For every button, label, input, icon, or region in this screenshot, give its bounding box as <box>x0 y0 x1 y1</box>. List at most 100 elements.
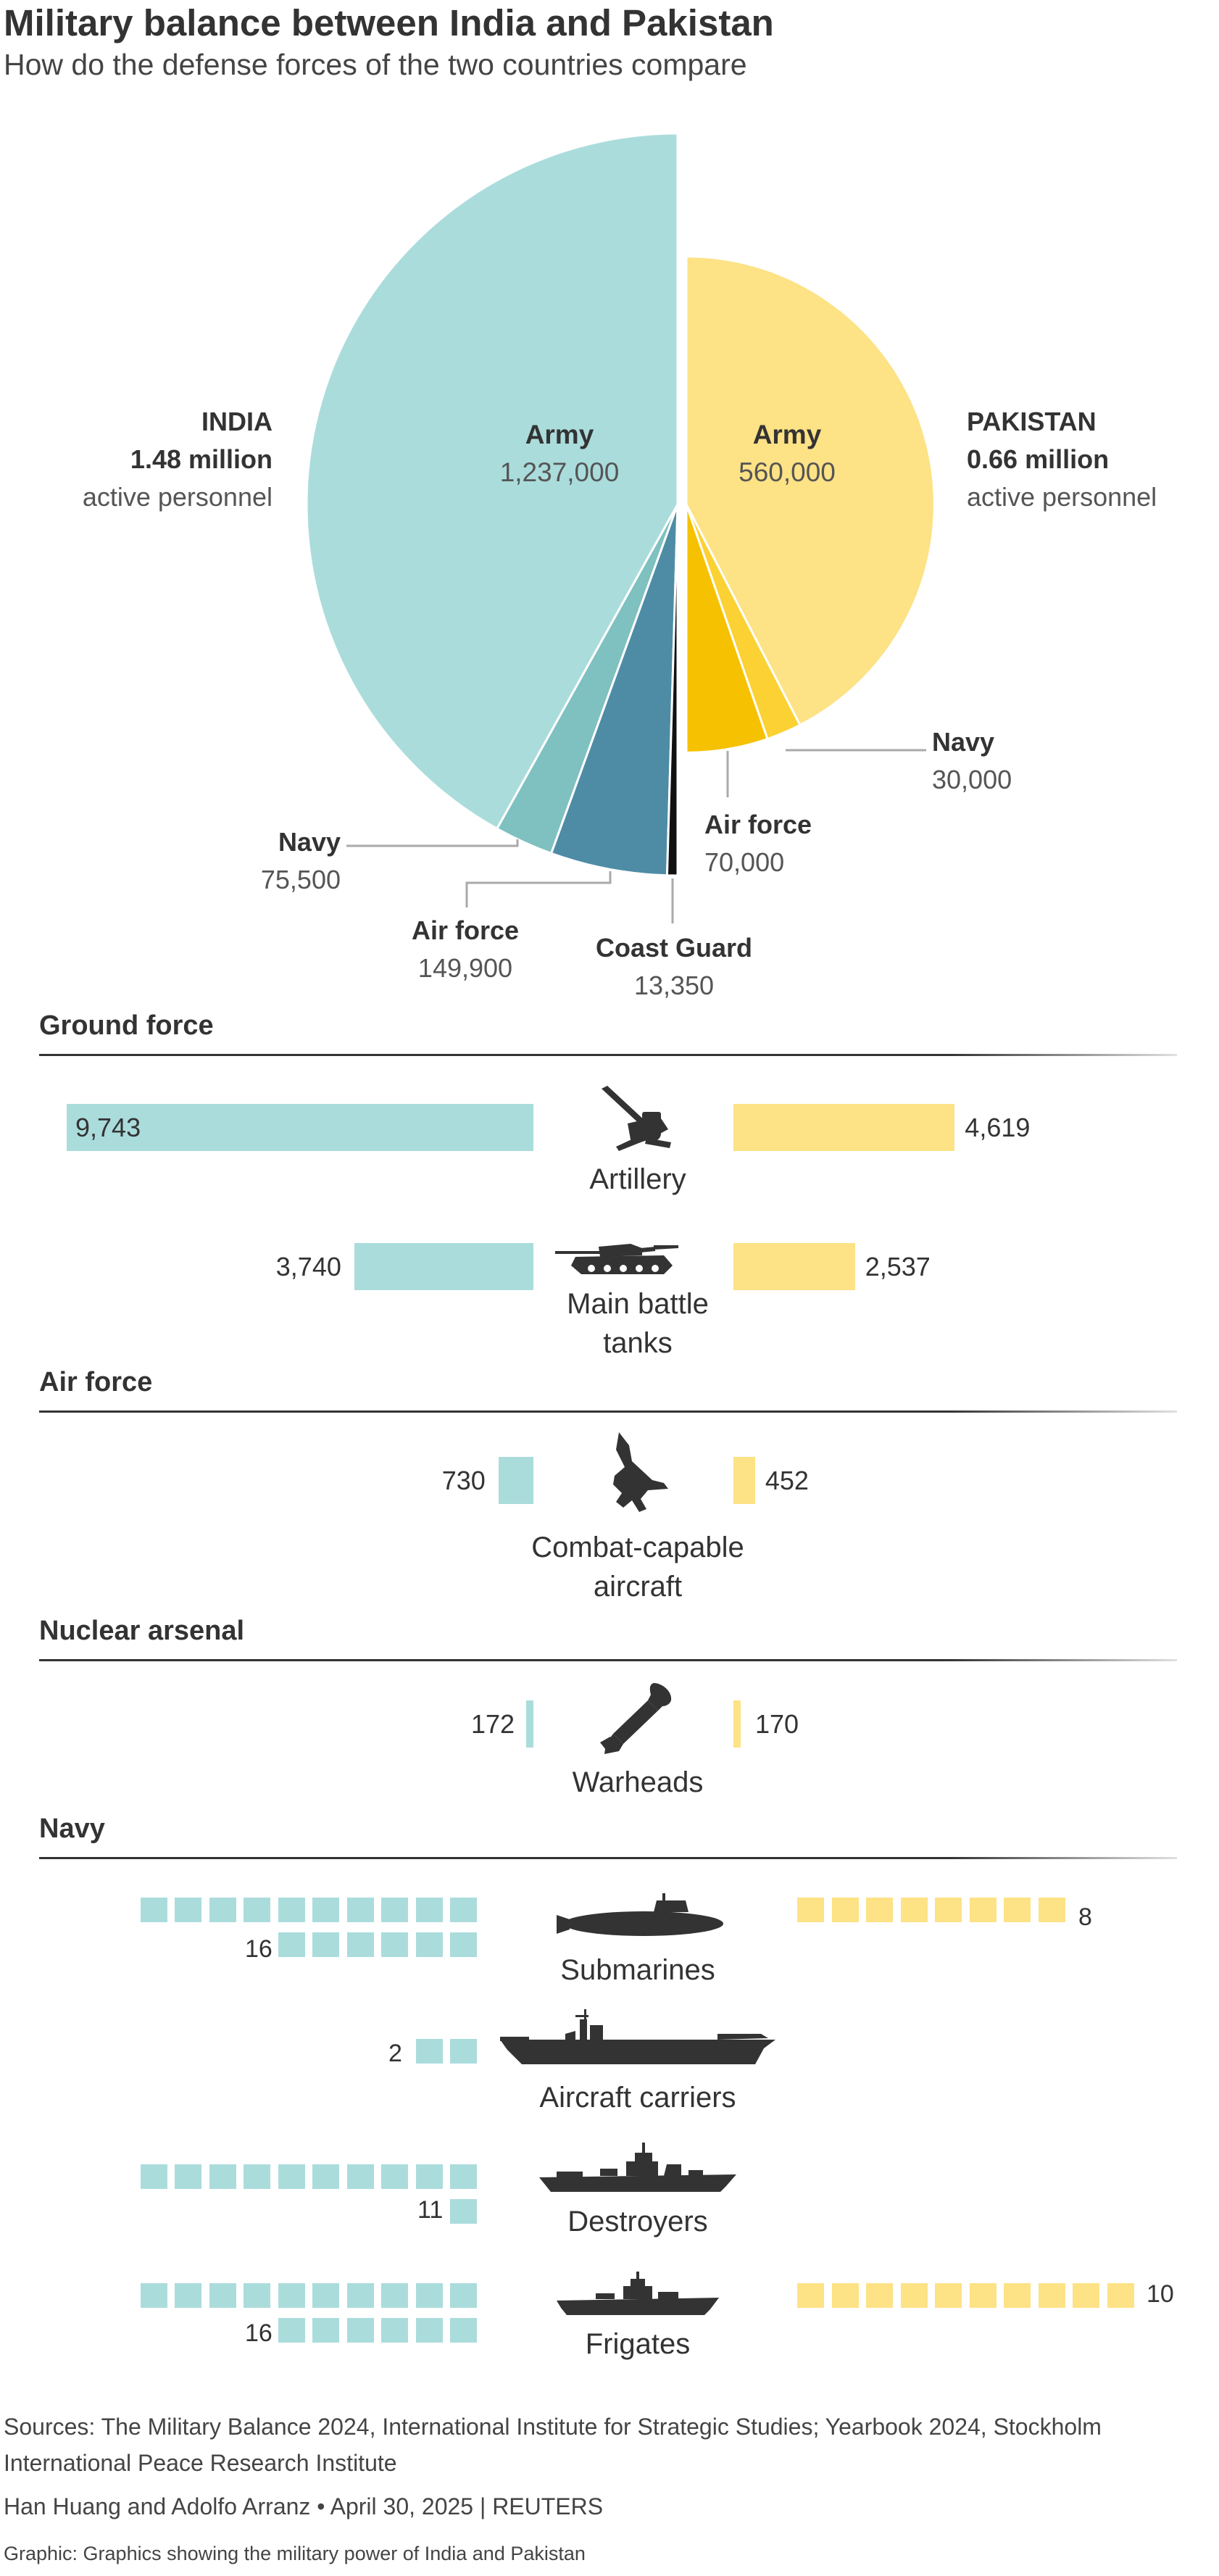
india-army-name: Army <box>525 420 594 449</box>
tanks-label-line2: tanks <box>603 1327 673 1359</box>
submarines-pakistan-unit <box>969 1898 997 1922</box>
submarines-pakistan-unit <box>935 1898 962 1922</box>
destroyers-india-unit <box>278 2164 305 2189</box>
artillery-icon <box>602 1086 671 1151</box>
frigates-pakistan-unit <box>1004 2283 1031 2308</box>
frigates-pakistan-value: 10 <box>1147 2280 1174 2308</box>
india-airforce-leader <box>465 871 612 907</box>
submarines-india-unit <box>415 1898 443 1922</box>
tanks-label: Main battle tanks <box>478 1284 797 1363</box>
artillery-india-value: 9,743 <box>75 1113 141 1142</box>
india-army-label: Army 1,237,000 <box>458 416 661 491</box>
frigates-india-unit <box>175 2283 201 2308</box>
destroyers-india-unit <box>381 2164 408 2189</box>
tanks-india-bar <box>354 1243 533 1290</box>
frigates-india-unit <box>415 2318 443 2343</box>
pakistan-navy-name: Navy <box>932 727 995 757</box>
destroyers-india-unit <box>415 2164 443 2189</box>
warhead-icon <box>600 1683 672 1754</box>
submarines-pakistan-value: 8 <box>1078 1903 1092 1931</box>
section-nuclear-arsenal: Nuclear arsenal <box>39 1616 245 1646</box>
frigates-india-unit <box>140 2283 167 2308</box>
warheads-india-value: 172 <box>471 1709 515 1739</box>
sources-line2: International Peace Research Institute <box>4 2450 397 2476</box>
india-army-value: 1,237,000 <box>499 457 620 487</box>
india-navy-value: 75,500 <box>260 865 341 894</box>
submarines-india-unit <box>415 1932 443 1957</box>
submarine-icon <box>557 1893 723 1936</box>
destroyers-india-unit <box>450 2199 477 2224</box>
india-navy-label: Navy 75,500 <box>217 823 341 899</box>
india-navy-leader <box>346 839 519 847</box>
carriers-india-value: 2 <box>388 2040 402 2067</box>
byline: Han Huang and Adolfo Arranz • April 30, … <box>4 2493 604 2519</box>
destroyers-india-value: 11 <box>417 2196 444 2224</box>
submarines-india-unit <box>346 1898 374 1922</box>
submarines-india-unit <box>278 1932 305 1957</box>
sources-line1: Sources: The Military Balance 2024, Inte… <box>4 2414 1102 2440</box>
submarines-pakistan-unit <box>900 1898 928 1922</box>
india-total: 1.48 million <box>130 444 272 474</box>
submarines-india-unit <box>278 1898 305 1922</box>
india-navy-name: Navy <box>278 827 341 857</box>
pakistan-total-label: PAKISTAN 0.66 million active personnel <box>967 403 1199 516</box>
submarines-india-unit <box>244 1898 270 1922</box>
pakistan-total: 0.66 million <box>967 444 1110 474</box>
carriers-india-unit <box>450 2039 477 2064</box>
frigates-india-unit <box>312 2283 339 2308</box>
frigates-india-unit <box>346 2283 374 2308</box>
pakistan-army-name: Army <box>752 420 822 449</box>
tank-icon <box>555 1244 678 1274</box>
submarines-pakistan-unit <box>866 1898 893 1922</box>
aircraft-pakistan-value: 452 <box>765 1466 809 1495</box>
submarines-pakistan-unit <box>1004 1898 1031 1922</box>
india-coastguard-slice <box>665 504 679 877</box>
aircraft-pakistan-bar <box>733 1457 755 1504</box>
frigates-india-unit <box>312 2318 339 2343</box>
frigates-pakistan-unit <box>900 2283 928 2308</box>
frigates-india-unit <box>450 2318 477 2343</box>
tanks-india-value: 3,740 <box>275 1252 341 1281</box>
fighter-jet-icon <box>613 1432 668 1512</box>
submarines-pakistan-unit <box>797 1898 824 1922</box>
tanks-pakistan-value: 2,537 <box>865 1252 931 1281</box>
artillery-pakistan-value: 4,619 <box>965 1113 1031 1142</box>
submarines-india-unit <box>175 1898 201 1922</box>
submarines-india-unit <box>140 1898 167 1922</box>
frigates-india-unit <box>244 2283 270 2308</box>
artillery-india-bar <box>67 1104 533 1151</box>
pakistan-navy-value: 30,000 <box>932 765 1012 794</box>
frigates-india-unit <box>415 2283 443 2308</box>
section-navy: Navy <box>39 1813 105 1844</box>
india-personnel-pie <box>305 132 679 877</box>
india-coastguard-value: 13,350 <box>633 971 715 1000</box>
india-airforce-name: Air force <box>411 915 520 945</box>
artillery-pakistan-bar <box>733 1104 955 1151</box>
india-coastguard-name: Coast Guard <box>595 933 753 963</box>
frigates-india-unit <box>209 2283 236 2308</box>
artillery-label: Artillery <box>589 1163 686 1195</box>
india-airforce-label: Air force 149,900 <box>393 912 538 987</box>
destroyers-india-unit <box>346 2164 374 2189</box>
pakistan-army-value: 560,000 <box>739 457 836 487</box>
destroyers-india-unit <box>140 2164 167 2189</box>
frigates-india-value: 16 <box>245 2319 272 2347</box>
frigate-icon <box>557 2272 719 2315</box>
personnel-pie-chart <box>305 132 936 923</box>
pakistan-airforce-name: Air force <box>704 810 812 839</box>
aircraft-india-value: 730 <box>441 1466 486 1495</box>
frigates-pakistan-unit <box>831 2283 859 2308</box>
pakistan-airforce-value: 70,000 <box>704 847 785 877</box>
india-coastguard-label: Coast Guard 13,350 <box>580 929 768 1005</box>
destroyers-india-unit <box>312 2164 339 2189</box>
submarines-india-unit <box>450 1932 477 1957</box>
section-ground-force: Ground force <box>39 1010 214 1041</box>
submarines-label: Submarines <box>560 1954 715 1986</box>
graphic-note: Graphic: Graphics showing the military p… <box>4 2543 586 2564</box>
pakistan-army-slice <box>685 255 936 727</box>
india-name: INDIA <box>201 407 272 436</box>
section-air-force: Air force <box>39 1367 153 1397</box>
carriers-india-unit <box>415 2039 443 2064</box>
submarines-india-value: 16 <box>245 1935 272 1963</box>
